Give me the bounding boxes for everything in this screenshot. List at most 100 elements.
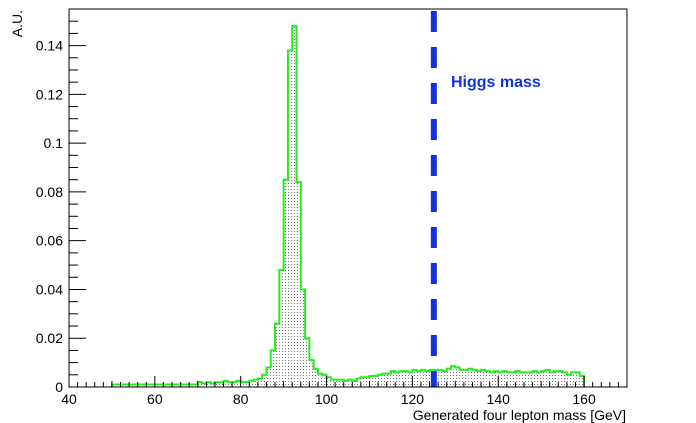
histogram-fill-layer xyxy=(111,26,585,387)
histogram-bin xyxy=(493,371,499,387)
histogram-bin xyxy=(111,384,117,387)
histogram-bin xyxy=(330,379,336,387)
histogram-bin xyxy=(442,371,447,387)
histogram-bin xyxy=(150,384,155,387)
histogram-bin xyxy=(395,372,400,387)
histogram-bin xyxy=(253,379,258,387)
histogram-bin xyxy=(270,350,276,387)
histogram-bin xyxy=(129,384,134,387)
y-tick-label: 0.06 xyxy=(36,233,63,249)
histogram-bin xyxy=(575,372,580,387)
histogram-bin xyxy=(481,369,486,387)
histogram-bin xyxy=(210,383,215,387)
histogram-bin xyxy=(566,374,572,387)
histogram-bin xyxy=(335,379,340,387)
histogram-bin xyxy=(541,371,546,387)
x-tick-label: 140 xyxy=(487,391,511,407)
histogram-bin xyxy=(176,384,181,387)
histogram-bin xyxy=(545,369,550,387)
histogram-bin xyxy=(455,367,460,387)
histogram-bin xyxy=(296,182,301,387)
histogram-bin xyxy=(403,371,409,387)
x-axis: 40 60 80 100 120 140 160 xyxy=(61,376,628,407)
x-tick-label: 120 xyxy=(401,391,425,407)
histogram-bin xyxy=(579,376,585,387)
y-axis: 0 0.02 0.04 0.06 0.08 0.1 0.12 0.14 xyxy=(36,8,86,395)
histogram-bin xyxy=(172,384,177,387)
x-tick-label: 80 xyxy=(233,391,249,407)
histogram-bin xyxy=(420,369,426,387)
plot-frame xyxy=(68,8,628,388)
y-tick-label: 0.12 xyxy=(36,86,63,102)
histogram-bin xyxy=(283,179,288,387)
histogram-bin xyxy=(317,373,323,387)
histogram-bin xyxy=(489,372,494,387)
histogram-bin xyxy=(292,26,297,387)
histogram-bin xyxy=(184,384,190,387)
histogram-bin xyxy=(390,371,396,387)
histogram-bin xyxy=(163,384,168,387)
histogram-bin xyxy=(343,380,348,387)
histogram-bin xyxy=(412,369,417,387)
histogram-bin xyxy=(236,380,241,387)
histogram-bin xyxy=(562,372,567,387)
y-tick-label: 0.08 xyxy=(36,184,63,200)
histogram-bin xyxy=(528,372,533,387)
histogram-bin xyxy=(511,372,516,387)
histogram-bin xyxy=(227,382,233,387)
histogram-bin xyxy=(536,372,542,387)
histogram-bin xyxy=(571,372,576,387)
histogram-bin xyxy=(425,371,430,387)
histogram-bin xyxy=(137,384,142,387)
histogram-bin xyxy=(446,368,452,387)
histogram-bin xyxy=(146,384,151,387)
histogram-bin xyxy=(352,380,357,387)
histogram-bin xyxy=(523,372,529,387)
histogram-bin xyxy=(373,376,379,387)
histogram-bin xyxy=(154,384,160,387)
histogram-bin xyxy=(498,372,503,387)
histogram-bin xyxy=(515,371,520,387)
histogram-bin xyxy=(378,374,383,387)
histogram-bin xyxy=(240,382,245,387)
histogram-bin xyxy=(365,377,370,387)
histogram-bin xyxy=(206,382,211,387)
y-tick-label: 0.02 xyxy=(36,330,63,346)
histogram-bin xyxy=(502,371,507,387)
x-tick-label: 60 xyxy=(147,391,163,407)
histogram-bin xyxy=(257,378,263,387)
histogram-bin xyxy=(305,338,310,387)
histogram-bin xyxy=(554,371,559,387)
histogram-bin xyxy=(476,371,482,387)
histogram-bin xyxy=(313,368,318,387)
histogram-bin xyxy=(167,384,173,387)
histogram-bin xyxy=(348,379,353,387)
histogram-bin xyxy=(416,371,421,387)
y-tick-label: 0.14 xyxy=(36,38,63,54)
histogram-bin xyxy=(232,382,237,387)
histogram-bin xyxy=(506,372,512,387)
x-tick-label: 100 xyxy=(315,391,339,407)
histogram-bin xyxy=(549,372,555,387)
histogram-outline xyxy=(110,25,586,387)
histogram-bin xyxy=(322,374,327,387)
histogram-bin xyxy=(275,323,280,387)
histogram-bin xyxy=(133,384,138,387)
histogram-bin xyxy=(356,378,361,387)
annotations-layer: Higgs mass xyxy=(451,74,541,91)
y-tick-label: 0 xyxy=(55,379,63,395)
histogram-bin xyxy=(369,376,374,387)
y-tick-label: 0.1 xyxy=(44,135,64,151)
x-tick-label: 40 xyxy=(61,391,77,407)
histogram-bin xyxy=(193,384,198,387)
histogram-bin xyxy=(519,372,524,387)
histogram-bin xyxy=(386,373,391,387)
histogram-bin xyxy=(279,269,284,387)
histogram-bin xyxy=(451,366,456,387)
x-axis-title: Generated four lepton mass [GeV] xyxy=(413,407,626,423)
histogram-bin xyxy=(360,377,366,387)
histogram-bin xyxy=(124,384,130,387)
histogram-bin xyxy=(223,380,228,387)
histogram-bin xyxy=(309,360,314,387)
